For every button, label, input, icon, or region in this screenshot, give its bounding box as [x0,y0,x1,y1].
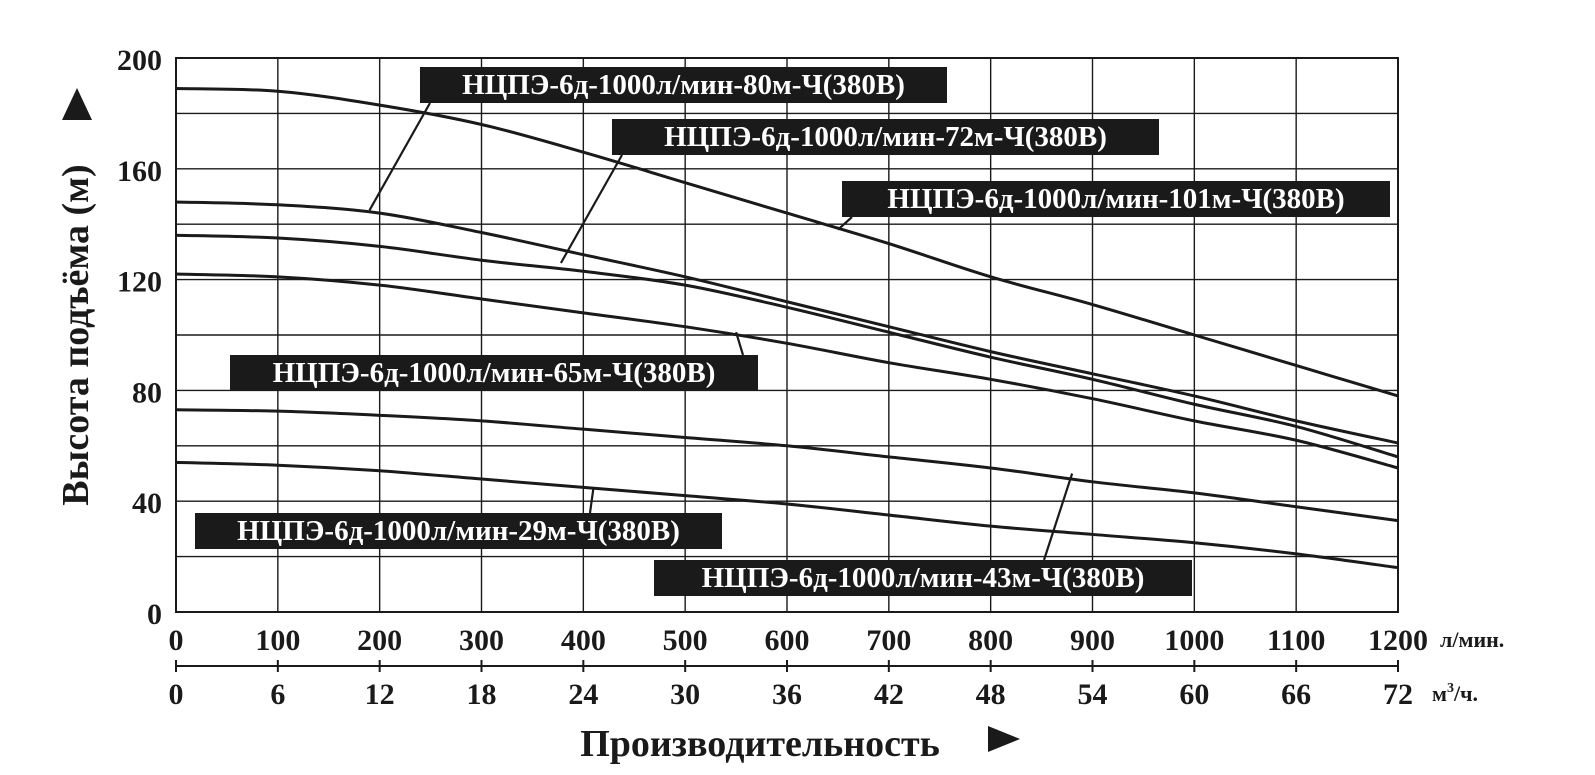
x2-tick-label: 6 [270,678,285,711]
series-label: НЦПЭ-6д-1000л/мин-65м-Ч(380В) [230,355,758,391]
performance-curves [175,86,1399,570]
series-label: НЦПЭ-6д-1000л/мин-29м-Ч(380В) [195,513,722,549]
x-tick-labels: 0 100 200 300 400 500 600 700 800 900 1000 1100 1200 [169,624,1429,657]
y-axis-arrow-icon [62,88,92,120]
series-label: НЦПЭ-6д-1000л/мин-101м-Ч(380В) [842,181,1390,217]
y-tick-label: 40 [132,487,162,520]
series-label-box [420,67,947,103]
x2-tick-label: 48 [976,678,1006,711]
x-tick-label: 1100 [1267,624,1325,657]
y-tick-label: 120 [117,266,162,299]
series-line-1 [175,200,1399,445]
label-leaders [368,102,1074,561]
x-tick-label: 0 [169,624,184,657]
x2-unit-label: м3/ч. [1432,681,1478,706]
y-tick-labels: 0 40 80 120 160 200 [117,44,162,631]
x2-tick-label: 18 [467,678,497,711]
x2-tick-label: 24 [568,678,598,711]
series-label: НЦПЭ-6д-1000л/мин-43м-Ч(380В) [654,560,1192,596]
plot-frame [175,57,1399,613]
x2-tick-label: 54 [1078,678,1108,711]
y-tick-label: 200 [117,44,162,77]
x-axis-arrow-icon [988,726,1020,752]
series-label-text: НЦПЭ-6д-1000л/мин-80м-Ч(380В) [462,69,905,101]
series-label: НЦПЭ-6д-1000л/мин-80м-Ч(380В) [420,67,947,103]
series-label-box [195,513,722,549]
x2-tick-label: 72 [1383,678,1413,711]
series-line-2 [175,233,1399,459]
series-label: НЦПЭ-6д-1000л/мин-72м-Ч(380В) [612,119,1159,155]
label-leader-line [559,154,623,264]
x2-tick-label: 42 [874,678,904,711]
x-tick-label: 200 [357,624,402,657]
series-labels: НЦПЭ-6д-1000л/мин-80м-Ч(380В) НЦПЭ-6д-100… [195,67,1390,596]
y-axis-title: Высота подъёма (м) [55,164,97,505]
x-tick-label: 300 [459,624,504,657]
x2-tick-labels: 0 6 12 18 24 30 36 42 48 54 60 66 72 [169,678,1414,711]
series-label-box [654,560,1192,596]
x-unit-label: л/мин. [1440,627,1504,652]
x2-tick-label: 0 [169,678,184,711]
x2-tick-label: 12 [365,678,395,711]
x-tick-label: 1200 [1368,624,1428,657]
x2-unit-base: м [1432,681,1447,706]
series-label-text: НЦПЭ-6д-1000л/мин-29м-Ч(380В) [237,515,680,547]
series-label-text: НЦПЭ-6д-1000л/мин-43м-Ч(380В) [702,562,1145,594]
x2-tick-label: 66 [1281,678,1311,711]
x-tick-label: 500 [663,624,708,657]
y-tick-label: 80 [132,376,162,409]
series-label-text: НЦПЭ-6д-1000л/мин-65м-Ч(380В) [273,357,716,389]
series-line-3 [175,272,1399,470]
x-tick-label: 100 [255,624,300,657]
label-leader-line [735,331,745,356]
label-leader-line [1042,473,1074,561]
x-tick-label: 700 [866,624,911,657]
x2-tick-label: 36 [772,678,802,711]
series-label-box [612,119,1159,155]
x-tick-label: 1000 [1164,624,1224,657]
series-label-box [842,181,1390,217]
series-line-0 [175,86,1399,398]
series-label-box [230,355,758,391]
x-tick-label: 900 [1070,624,1115,657]
x-axis-title: Производительность [580,723,940,765]
label-leader-line [588,487,595,514]
x2-tick-label: 30 [670,678,700,711]
x-tick-label: 600 [765,624,810,657]
label-leader-line [837,216,853,231]
x-tick-label: 400 [561,624,606,657]
y-tick-label: 0 [147,598,162,631]
secondary-x-axis [175,660,1399,672]
x2-unit-tail: /ч. [1453,681,1478,706]
x2-tick-label: 60 [1179,678,1209,711]
series-label-text: НЦПЭ-6д-1000л/мин-72м-Ч(380В) [664,121,1107,153]
series-label-text: НЦПЭ-6д-1000л/мин-101м-Ч(380В) [887,183,1344,215]
label-leader-line [368,102,431,211]
y-tick-label: 160 [117,155,162,188]
x-tick-label: 800 [968,624,1013,657]
series-line-4 [175,408,1399,523]
series-line-5 [175,460,1399,570]
x2-unit-sup: 3 [1447,681,1454,696]
